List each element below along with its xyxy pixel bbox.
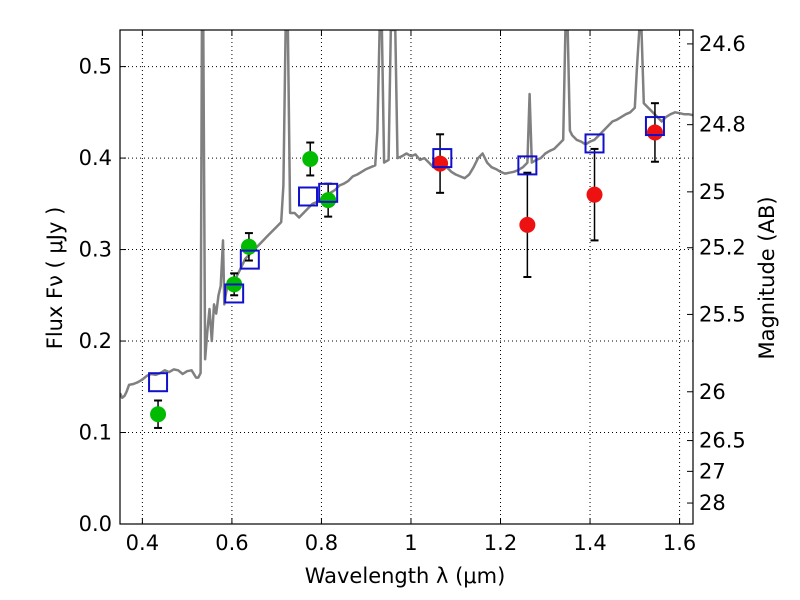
model-spectrum bbox=[120, 30, 693, 400]
model-point bbox=[432, 148, 453, 169]
y-tick-label: 0.3 bbox=[79, 238, 112, 262]
mag-tick-label: 25 bbox=[699, 180, 726, 204]
data-point bbox=[432, 155, 449, 172]
y2-axis-label: Magnitude (AB) bbox=[755, 196, 779, 359]
data-points bbox=[148, 116, 665, 423]
grid bbox=[120, 30, 693, 525]
x-tick-label: 1.4 bbox=[573, 531, 606, 555]
data-point bbox=[240, 238, 257, 255]
y-tick-label: 0.2 bbox=[79, 329, 112, 353]
data-point bbox=[646, 124, 663, 141]
y-tick-label: 0.5 bbox=[79, 55, 112, 79]
data-point bbox=[586, 186, 603, 203]
x-ticks: 0.4 0.6 0.8 1 1.2 1.4 1.6 bbox=[126, 30, 696, 555]
y-tick-label: 0.0 bbox=[79, 512, 112, 536]
x-tick-label: 0.6 bbox=[215, 531, 248, 555]
error-bars bbox=[154, 102, 659, 429]
mag-tick-label: 26 bbox=[699, 380, 726, 404]
model-point bbox=[644, 116, 665, 137]
model-point bbox=[584, 133, 605, 154]
model-point bbox=[239, 249, 260, 270]
y-tick-label: 0.4 bbox=[79, 146, 112, 170]
mag-tick-label: 27 bbox=[699, 459, 726, 483]
y-tick-label: 0.1 bbox=[79, 421, 112, 445]
x-tick-label: 1.6 bbox=[663, 531, 696, 555]
model-point bbox=[148, 372, 169, 393]
data-point bbox=[302, 150, 319, 167]
plot-frame bbox=[119, 29, 694, 525]
y-axis-label: Flux Fν ( μJy ) bbox=[43, 207, 67, 350]
mag-tick-label: 25.2 bbox=[699, 236, 746, 260]
spectrum-line bbox=[120, 30, 693, 400]
x-tick-label: 1 bbox=[404, 531, 417, 555]
model-point bbox=[517, 155, 538, 176]
mag-tick-label: 25.5 bbox=[699, 302, 746, 326]
mag-tick-label: 24.8 bbox=[699, 113, 746, 137]
data-point bbox=[320, 192, 337, 209]
model-point bbox=[318, 182, 339, 203]
mag-tick-label: 28 bbox=[699, 491, 726, 515]
x-tick-label: 1.2 bbox=[484, 531, 517, 555]
model-point bbox=[298, 186, 319, 207]
data-point bbox=[150, 406, 167, 423]
magnitude-ticks: 24.6 24.8 25 25.2 25.5 26 26.5 27 28 bbox=[687, 32, 746, 515]
data-point bbox=[519, 216, 536, 233]
mag-tick-label: 24.6 bbox=[699, 32, 746, 56]
x-axis-label: Wavelength λ (μm) bbox=[305, 564, 506, 588]
model-point bbox=[224, 283, 245, 304]
mag-tick-label: 26.5 bbox=[699, 429, 746, 453]
x-tick-label: 0.4 bbox=[126, 531, 159, 555]
x-tick-label: 0.8 bbox=[305, 531, 338, 555]
y-ticks: 0.0 0.1 0.2 0.3 0.4 0.5 bbox=[79, 55, 126, 536]
